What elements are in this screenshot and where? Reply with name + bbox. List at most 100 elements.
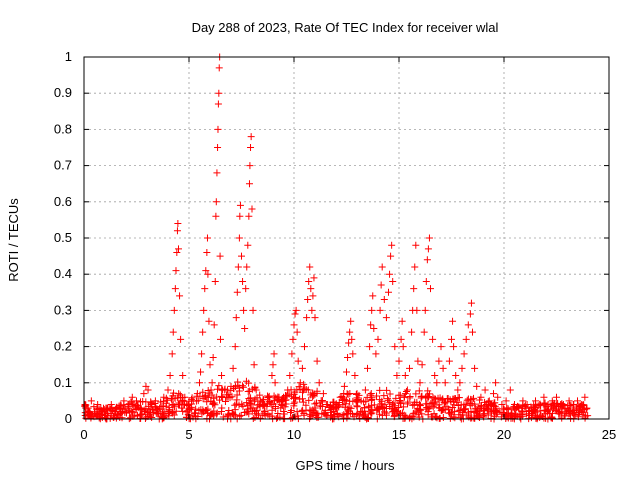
data-point: [374, 335, 382, 343]
data-point: [388, 241, 396, 249]
noise-point: [401, 390, 409, 398]
data-point: [171, 285, 179, 293]
data-point: [217, 335, 224, 343]
noise-point: [207, 411, 215, 419]
noise-point: [239, 383, 247, 391]
noise-point: [280, 408, 288, 416]
x-tick-label: 5: [185, 427, 192, 442]
noise-point: [375, 410, 383, 418]
noise-point: [470, 414, 478, 422]
data-point: [332, 401, 340, 409]
noise-point: [461, 406, 469, 414]
y-tick-label: 0: [65, 411, 72, 426]
noise-point: [430, 395, 438, 403]
noise-point: [366, 391, 374, 399]
noise-point: [384, 395, 392, 403]
data-point: [144, 386, 152, 394]
x-tick-labels: 0 5 10 15 20 25: [80, 427, 616, 442]
data-point: [399, 343, 407, 351]
noise-point: [404, 400, 412, 408]
noise-point: [259, 401, 267, 409]
data-point: [328, 404, 336, 412]
noise-point: [287, 407, 295, 415]
data-point: [247, 144, 255, 151]
data-point: [147, 401, 155, 409]
data-point: [227, 382, 235, 390]
data-point: [252, 386, 260, 394]
noise-point: [117, 405, 125, 413]
data-point: [395, 357, 403, 365]
noise-point: [290, 390, 298, 398]
noise-point: [172, 407, 180, 415]
noise-point: [532, 404, 540, 412]
data-point: [215, 64, 223, 72]
data-point: [304, 296, 312, 304]
noise-point: [561, 412, 569, 420]
noise-point: [423, 403, 431, 411]
noise-point: [481, 398, 489, 406]
data-point: [319, 390, 327, 398]
data-point: [270, 350, 278, 358]
data-point: [206, 361, 214, 369]
noise-point: [556, 410, 564, 418]
noise-point: [493, 408, 501, 416]
data-point: [569, 401, 577, 409]
noise-point: [316, 402, 324, 410]
data-point: [214, 100, 222, 108]
data-point: [423, 256, 431, 264]
noise-point: [528, 410, 536, 418]
y-tick-label: 0.9: [54, 85, 72, 100]
y-tick-label: 0.4: [54, 266, 72, 281]
noise-point: [359, 411, 367, 419]
data-point: [502, 397, 510, 405]
noise-point: [277, 401, 285, 409]
noise-point: [343, 390, 351, 398]
noise-point: [429, 403, 437, 411]
data-point: [151, 397, 159, 405]
data-point: [232, 314, 240, 322]
data-point: [315, 379, 323, 387]
noise-point: [264, 400, 272, 408]
noise-point: [358, 408, 366, 416]
noise-point: [85, 412, 93, 420]
data-point: [250, 361, 258, 369]
noise-point: [168, 396, 176, 404]
data-point: [435, 357, 443, 365]
noise-point: [378, 411, 386, 419]
noise-point: [90, 403, 98, 411]
data-point: [431, 372, 439, 380]
data-point: [540, 393, 548, 401]
noise-point: [210, 394, 218, 402]
noise-point: [434, 394, 442, 402]
noise-point: [399, 414, 407, 422]
noise-point: [221, 397, 229, 405]
noise-point: [242, 377, 250, 385]
y-tick-label: 1: [65, 49, 72, 64]
noise-point: [377, 400, 385, 408]
data-point: [473, 382, 481, 390]
y-tick-label: 0.5: [54, 230, 72, 245]
noise-point: [112, 414, 120, 422]
data-point: [215, 89, 223, 97]
noise-point: [168, 409, 176, 417]
noise-point: [276, 413, 284, 421]
data-point: [401, 372, 409, 380]
data-point: [469, 328, 476, 336]
data-point: [421, 306, 429, 314]
data-point: [84, 404, 92, 412]
x-axis-label: GPS time / hours: [296, 458, 395, 473]
data-point: [290, 321, 298, 329]
noise-point: [253, 410, 261, 418]
noise-point: [367, 410, 375, 418]
noise-point: [274, 410, 282, 418]
data-point: [142, 382, 150, 390]
data-point: [249, 306, 257, 314]
noise-point: [135, 404, 143, 412]
noise-point: [471, 400, 479, 408]
noise-point: [442, 398, 450, 406]
noise-point: [228, 393, 236, 401]
noise-point: [253, 394, 261, 402]
data-point: [203, 234, 211, 242]
y-tick-labels: 0 0.1 0.2 0.3 0.4 0.5 0.6 0.7 0.8 0.9 1: [54, 49, 72, 426]
noise-point: [396, 397, 404, 405]
